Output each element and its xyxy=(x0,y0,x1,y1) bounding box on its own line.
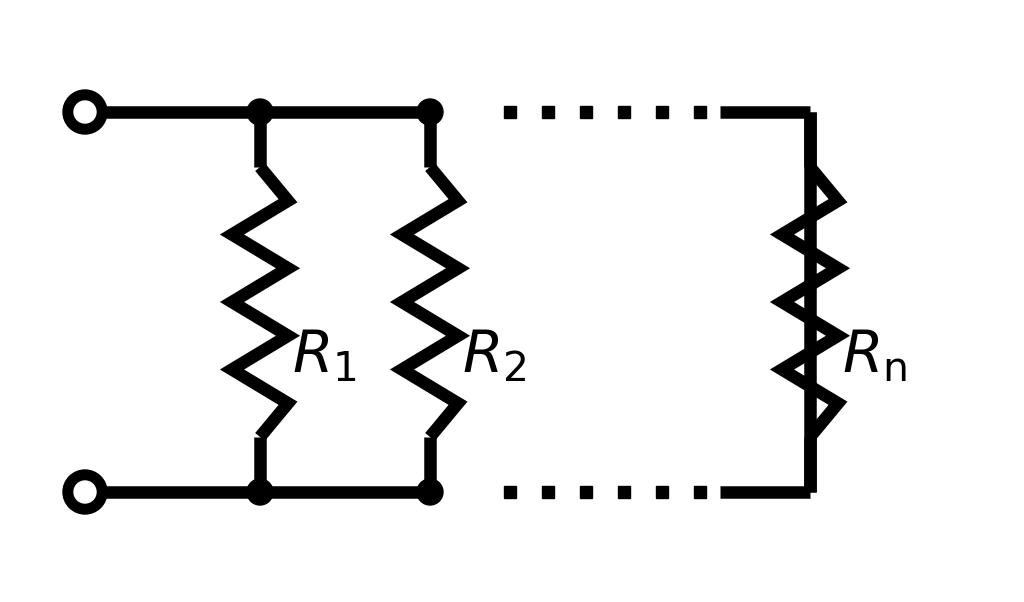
Circle shape xyxy=(417,99,443,125)
Circle shape xyxy=(74,481,96,503)
Circle shape xyxy=(63,470,106,514)
Circle shape xyxy=(74,101,96,123)
Text: $R_1$: $R_1$ xyxy=(292,329,356,385)
Circle shape xyxy=(63,90,106,134)
Text: $R_2$: $R_2$ xyxy=(462,329,526,385)
Circle shape xyxy=(247,479,273,505)
Circle shape xyxy=(417,479,443,505)
Text: $R_\mathrm{n}$: $R_\mathrm{n}$ xyxy=(842,329,907,385)
Circle shape xyxy=(247,99,273,125)
